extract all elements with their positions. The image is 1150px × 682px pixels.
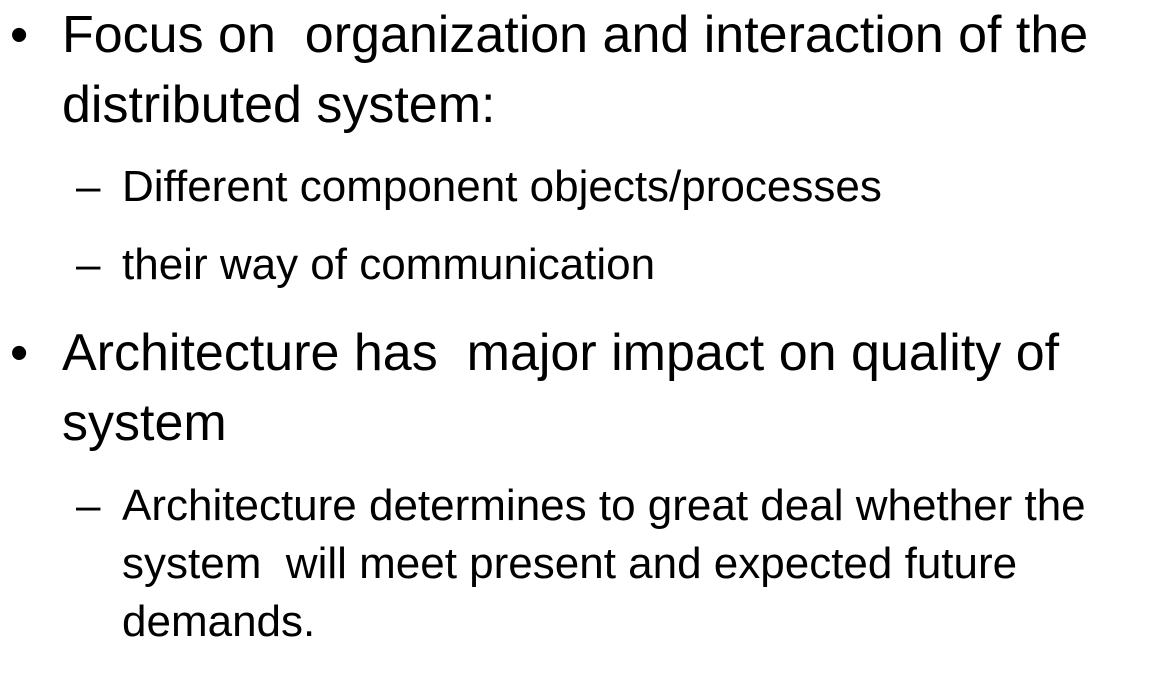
sub-bullet-text: their way of communication [122,240,656,289]
bullet-text: Focus on organization and interaction of… [62,6,1103,134]
bullet-text: Architecture has major impact on quality… [62,324,1089,452]
sub-bullet-text: Different component objects/processes [122,162,882,211]
sub-bullet-marker: – [76,240,101,289]
sub-bullet-marker: – [76,162,101,211]
bullet-marker: • [10,324,29,382]
sub-bullet-marker: – [76,481,101,530]
bullet-marker: • [10,6,29,64]
sub-bullet-text: Architecture determines to great deal wh… [122,481,1098,646]
